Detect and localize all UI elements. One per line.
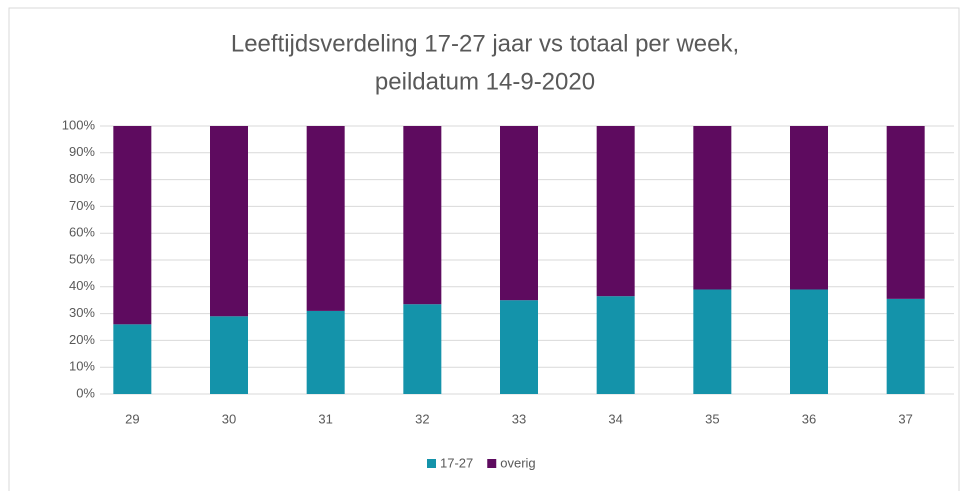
bar-segment [790, 289, 828, 394]
y-tick-label: 60% [69, 225, 95, 240]
bar-segment [596, 296, 635, 394]
y-tick-label: 90% [69, 144, 95, 159]
bar-segment [306, 310, 345, 394]
bar-segment [500, 300, 538, 394]
bar-segment [403, 304, 442, 394]
x-tick-label: 37 [898, 411, 912, 426]
bar-segment [113, 126, 152, 325]
x-tick-label: 36 [802, 411, 816, 426]
chart-title: Leeftijdsverdeling 17-27 jaar vs totaal … [231, 30, 739, 57]
y-tick-label: 100% [62, 117, 96, 132]
y-tick-label: 80% [69, 171, 95, 186]
chart-title: peildatum 14-9-2020 [375, 68, 595, 95]
bar-segment [693, 289, 732, 394]
x-tick-label: 29 [125, 411, 139, 426]
bar-segment [596, 126, 635, 297]
bar-segment [886, 298, 925, 394]
chart-border [8, 7, 960, 491]
x-tick-label: 35 [705, 411, 719, 426]
y-tick-label: 10% [69, 359, 95, 374]
x-tick-label: 32 [415, 411, 429, 426]
y-tick-label: 50% [69, 251, 95, 266]
bar-segment [693, 126, 732, 290]
bar-segment [210, 316, 248, 394]
y-tick-label: 0% [76, 385, 95, 400]
x-tick-label: 33 [512, 411, 526, 426]
y-tick-label: 40% [69, 278, 95, 293]
bar-segment [210, 126, 248, 317]
y-tick-label: 30% [69, 305, 95, 320]
bar-segment [403, 126, 442, 305]
x-tick-label: 34 [608, 411, 622, 426]
y-tick-label: 70% [69, 198, 95, 213]
bar-segment [790, 126, 828, 290]
legend-swatch [427, 459, 436, 468]
bar-segment [113, 324, 152, 394]
x-tick-label: 31 [318, 411, 332, 426]
x-tick-label: 30 [222, 411, 236, 426]
bar-segment [886, 126, 925, 299]
bar-segment [500, 126, 538, 301]
bar-segment [306, 126, 345, 311]
legend-label: overig [500, 455, 535, 470]
y-tick-label: 20% [69, 332, 95, 347]
legend-swatch [487, 459, 497, 468]
legend-label: 17-27 [440, 455, 473, 470]
